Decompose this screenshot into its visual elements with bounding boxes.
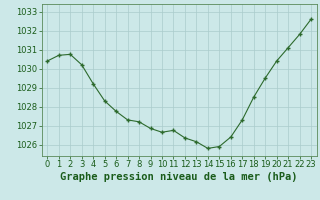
X-axis label: Graphe pression niveau de la mer (hPa): Graphe pression niveau de la mer (hPa) [60,172,298,182]
